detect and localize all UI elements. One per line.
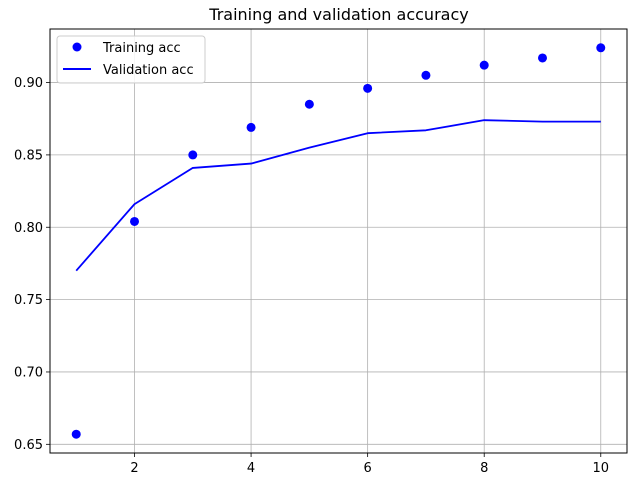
y-tick-label: 0.70	[14, 365, 43, 380]
x-tick-label: 4	[247, 461, 255, 476]
y-tick-label: 0.65	[14, 438, 43, 453]
x-tick-label: 8	[480, 461, 488, 476]
training-acc-point	[188, 150, 198, 160]
training-acc-point	[363, 83, 373, 93]
y-tick-label: 0.85	[14, 148, 43, 163]
training-acc-point	[246, 122, 256, 132]
training-acc-point	[479, 60, 489, 70]
y-tick-label: 0.80	[14, 221, 43, 236]
training-acc-point	[71, 429, 81, 439]
training-acc-point	[537, 53, 547, 63]
grid-lines	[50, 29, 627, 453]
x-tick-label: 10	[592, 461, 609, 476]
legend: Training acc Validation acc	[56, 35, 206, 84]
training-acc-point	[304, 99, 314, 109]
plot-area-frame	[49, 28, 628, 454]
training-series	[71, 43, 606, 439]
axis-ticks: 2 4 6 8 10 0.65 0.70 0.75 0.80 0.85 0.90	[14, 76, 609, 476]
y-tick-label: 0.75	[14, 293, 43, 308]
legend-box	[56, 35, 206, 84]
legend-label-validation: Validation acc	[103, 63, 194, 78]
y-tick-label: 0.90	[14, 76, 43, 91]
legend-marker-training	[72, 42, 82, 52]
validation-series	[75, 119, 601, 272]
chart-title: Training and validation accuracy	[208, 5, 468, 24]
x-tick-label: 2	[130, 461, 138, 476]
x-tick-label: 6	[364, 461, 372, 476]
training-acc-point	[421, 70, 431, 80]
training-acc-point	[596, 43, 606, 53]
legend-label-training: Training acc	[102, 41, 181, 56]
validation-acc-line	[75, 119, 601, 272]
training-acc-point	[130, 216, 140, 226]
